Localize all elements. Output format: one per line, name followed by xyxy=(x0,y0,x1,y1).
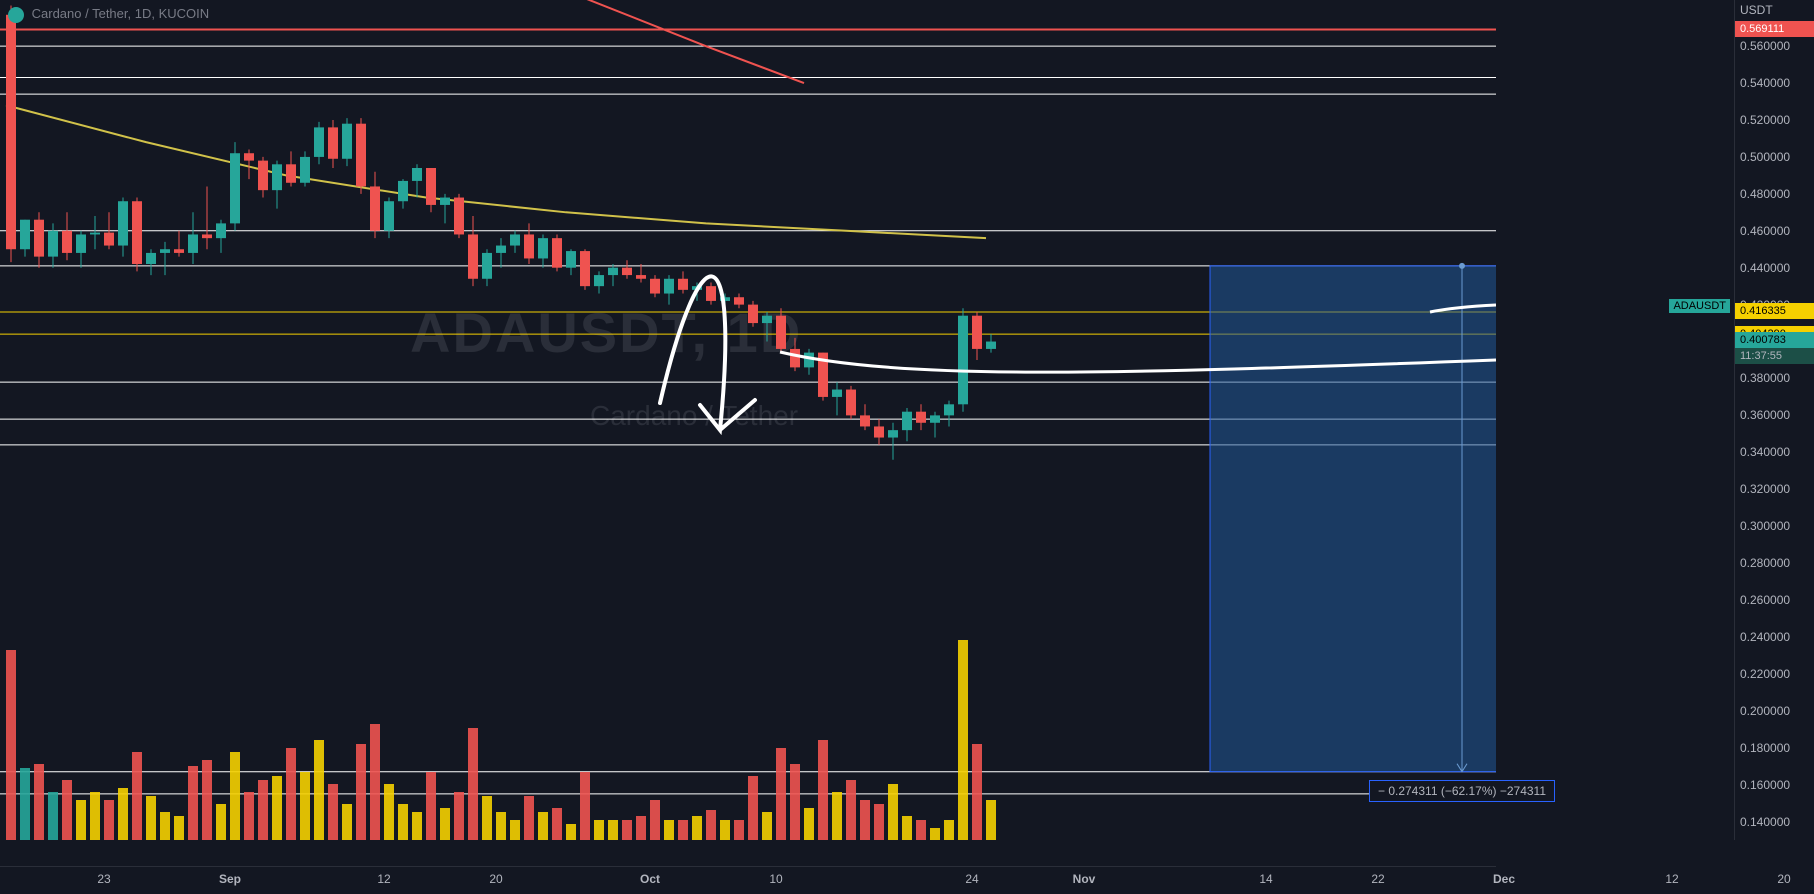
symbol-tag: ADAUSDT xyxy=(1669,299,1730,313)
price-tick: 0.360000 xyxy=(1740,408,1790,422)
price-tick: 0.520000 xyxy=(1740,113,1790,127)
chart-title-text: Cardano / Tether, 1D, KUCOIN xyxy=(32,6,210,21)
price-label: 0.400783 xyxy=(1735,332,1814,348)
price-tick: 0.380000 xyxy=(1740,371,1790,385)
price-tick: 0.160000 xyxy=(1740,778,1790,792)
price-tick: 0.320000 xyxy=(1740,482,1790,496)
symbol-logo-icon xyxy=(8,7,24,23)
price-axis[interactable]: USDT 0.140000 0.160000 0.180000 0.200000 0.2… xyxy=(1734,0,1814,840)
time-tick: 23 xyxy=(97,872,110,886)
projection-label: − 0.274311 (−62.17%) −274311 xyxy=(1369,780,1555,802)
price-label: 11:37:55 xyxy=(1735,348,1814,364)
price-tick: 0.280000 xyxy=(1740,556,1790,570)
price-tick: 0.440000 xyxy=(1740,261,1790,275)
time-tick: Sep xyxy=(219,872,241,886)
time-tick: 12 xyxy=(1665,872,1678,886)
chart-svg xyxy=(0,0,1496,840)
price-tick: 0.180000 xyxy=(1740,741,1790,755)
price-tick: 0.260000 xyxy=(1740,593,1790,607)
price-tick: 0.500000 xyxy=(1740,150,1790,164)
time-axis[interactable]: 23Sep1220Oct1024Nov1422Dec12202023923Feb xyxy=(0,866,1496,894)
price-tick: 0.220000 xyxy=(1740,667,1790,681)
time-tick: 12 xyxy=(377,872,390,886)
price-tick: 0.560000 xyxy=(1740,39,1790,53)
price-tick: 0.460000 xyxy=(1740,224,1790,238)
time-tick: 20 xyxy=(1777,872,1790,886)
time-tick: Dec xyxy=(1493,872,1515,886)
time-tick: Nov xyxy=(1073,872,1096,886)
price-tick: 0.140000 xyxy=(1740,815,1790,829)
time-tick: 22 xyxy=(1371,872,1384,886)
price-tick: 0.480000 xyxy=(1740,187,1790,201)
time-tick: 14 xyxy=(1259,872,1272,886)
price-label: 0.416335 xyxy=(1735,303,1814,319)
time-tick: 10 xyxy=(769,872,782,886)
price-tick: 0.540000 xyxy=(1740,76,1790,90)
price-tick: 0.200000 xyxy=(1740,704,1790,718)
time-tick: Oct xyxy=(640,872,660,886)
price-tick: 0.340000 xyxy=(1740,445,1790,459)
price-tick: 0.300000 xyxy=(1740,519,1790,533)
price-tick: 0.240000 xyxy=(1740,630,1790,644)
time-tick: 24 xyxy=(965,872,978,886)
price-label: 0.569111 xyxy=(1735,21,1814,37)
chart-title: Cardano / Tether, 1D, KUCOIN xyxy=(8,6,209,23)
time-tick: 20 xyxy=(489,872,502,886)
price-axis-unit: USDT xyxy=(1740,3,1773,17)
chart-plot-area[interactable]: ADAUSDT, 1D Cardano / Tether Cardano / T… xyxy=(0,0,1496,840)
